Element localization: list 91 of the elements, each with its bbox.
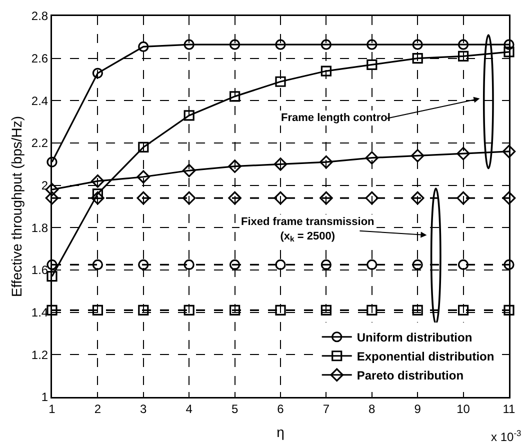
point (184, 110, 194, 121)
point (412, 304, 423, 316)
point (136, 170, 150, 184)
annotation: Fixed frame transmission (x$_{k}$ = 2500) (241, 216, 375, 244)
point (458, 50, 469, 62)
point (92, 259, 103, 270)
point (182, 191, 196, 205)
point (410, 149, 424, 162)
point (46, 259, 58, 270)
point (138, 259, 149, 270)
y-tick-label: 2.6 (31, 52, 48, 66)
point (320, 191, 333, 205)
point (366, 259, 378, 270)
point (92, 304, 103, 316)
point (320, 155, 333, 169)
x-tick-label: 8 (368, 402, 376, 416)
y-tick-label: 1.2 (31, 348, 48, 362)
point (458, 304, 469, 316)
point (46, 271, 58, 282)
point (412, 39, 423, 50)
x-tick-label: 9 (414, 402, 422, 416)
x-tick-label: 10 (456, 402, 470, 416)
point (184, 304, 194, 316)
point (365, 191, 379, 205)
y-tick-label: 1 (41, 390, 48, 404)
point (275, 39, 286, 50)
point (412, 259, 423, 270)
point (504, 259, 514, 270)
x-tick-label: 5 (231, 402, 238, 416)
point (275, 76, 286, 87)
point (45, 191, 59, 205)
point (412, 53, 423, 64)
point (365, 151, 379, 164)
point (228, 191, 242, 205)
y-tick-label: 2.8 (31, 9, 48, 24)
point (502, 191, 516, 205)
point (366, 304, 378, 316)
point (504, 46, 514, 58)
legend-label: Uniform distribution (356, 330, 472, 345)
point (366, 39, 378, 50)
point (275, 259, 286, 270)
x-tick-label: 3 (140, 402, 148, 416)
point (46, 304, 58, 316)
point (504, 39, 514, 50)
y-tick-label: 2.4 (31, 94, 48, 108)
point (230, 259, 240, 270)
y-tick-label: 1.8 (31, 220, 48, 235)
point (138, 304, 149, 316)
x-tick-label: 11 (502, 402, 516, 416)
point (184, 259, 194, 270)
point (320, 304, 332, 316)
point (274, 191, 288, 205)
point (230, 91, 240, 102)
x-axis-title: η (276, 424, 284, 440)
point (275, 304, 286, 316)
point (184, 39, 194, 50)
point (456, 191, 470, 205)
point (230, 304, 240, 316)
point (274, 158, 288, 171)
point (138, 142, 149, 153)
y-axis-title: Effective throughput (bps/Hz) (8, 116, 24, 298)
point (230, 39, 240, 50)
point (91, 191, 104, 205)
point (458, 259, 469, 270)
point (320, 259, 332, 270)
x-tick-label: 6 (277, 402, 284, 416)
point (458, 39, 469, 50)
point (410, 191, 424, 205)
x-tick-label: 4 (186, 402, 193, 416)
point (92, 188, 103, 200)
legend-label: Exponential distribution (356, 350, 494, 364)
point (138, 41, 149, 52)
legend-label: Pareto distribution (356, 368, 464, 383)
y-tick-label: 1.6 (31, 263, 48, 278)
point (502, 144, 516, 158)
annotation: Frame length control (281, 112, 390, 124)
point (182, 164, 196, 178)
point (228, 160, 242, 173)
point (91, 174, 104, 188)
x-tick-label: 7 (322, 402, 330, 416)
point (366, 59, 378, 70)
point (136, 191, 150, 205)
point (92, 68, 103, 78)
point (504, 304, 514, 316)
text: x 10$^{-3}$ (491, 428, 522, 444)
point (320, 66, 332, 76)
y-tick-label: 2.2 (31, 136, 48, 150)
point (456, 146, 470, 160)
x-tick-label: 2 (94, 402, 102, 416)
point (320, 39, 332, 50)
point (46, 156, 58, 168)
